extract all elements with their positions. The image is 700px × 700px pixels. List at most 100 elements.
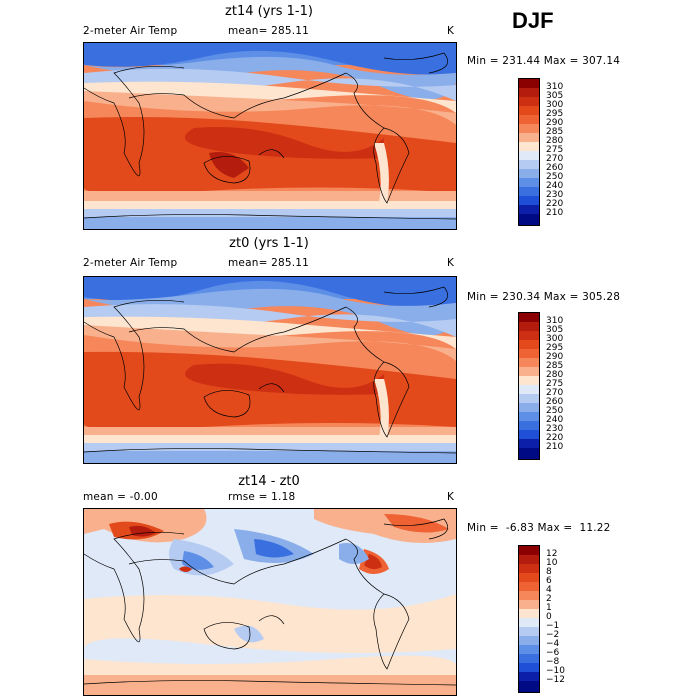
colorbar-tick-label: 270: [546, 388, 564, 398]
colorbar-tick-label: 12: [546, 549, 558, 559]
colorbar-tick-label: 4: [546, 585, 552, 595]
colorbar-tick-label: 285: [546, 361, 564, 371]
panel-2-colorbar-swatch: [519, 331, 539, 341]
panel-1-title: zt14 (yrs 1-1): [225, 4, 313, 19]
panel-1-colorbar-swatch: [519, 106, 539, 116]
panel-3-colorbar-swatch: [519, 555, 539, 565]
colorbar-tick-label: 275: [546, 379, 564, 389]
panel-2-colorbar-swatch: [519, 349, 539, 359]
panel-2-colorbar-swatch: [519, 394, 539, 404]
colorbar-tick-label: 250: [546, 172, 564, 182]
colorbar-tick-label: 290: [546, 118, 564, 128]
panel-2-colorbar-swatch: [519, 448, 539, 459]
panel-3-colorbar-swatch: [519, 636, 539, 646]
panel-1-colorbar-swatch: [519, 142, 539, 152]
panel-2-colorbar-swatch: [519, 403, 539, 413]
colorbar-tick-label: 300: [546, 334, 564, 344]
panel-3-colorbar-swatch: [519, 654, 539, 664]
colorbar-tick-label: 240: [546, 415, 564, 425]
colorbar-tick-label: −6: [546, 648, 560, 658]
colorbar-tick-label: 275: [546, 145, 564, 155]
panel-2-colorbar-swatch: [519, 322, 539, 332]
colorbar-tick-label: 240: [546, 181, 564, 191]
colorbar-tick-label: −2: [546, 630, 560, 640]
colorbar-tick-label: −12: [546, 675, 565, 685]
panel-3-colorbar-swatch: [519, 663, 539, 673]
panel-1-colorbar-swatch: [519, 79, 539, 89]
panel-1-temperature-field: [84, 43, 456, 229]
colorbar-tick-label: 230: [546, 424, 564, 434]
panel-2-mean-label: mean= 285.11: [228, 257, 310, 269]
panel-3-unit: K: [447, 491, 455, 503]
panel-1-map: [83, 42, 457, 230]
panel-3-colorbar-swatch: [519, 627, 539, 637]
panel-1-colorbar-swatch: [519, 169, 539, 179]
colorbar-tick-label: 295: [546, 109, 564, 119]
panel-1-colorbar-swatch: [519, 196, 539, 206]
panel-2-colorbar-swatch: [519, 367, 539, 377]
colorbar-tick-label: 260: [546, 163, 564, 173]
panel-3-colorbar-swatch: [519, 609, 539, 619]
panel-1-variable-label: 2-meter Air Temp: [83, 25, 178, 37]
panel-1-colorbar-swatch: [519, 214, 539, 225]
panel-3-colorbar-swatch: [519, 600, 539, 610]
panel-1-colorbar-swatch: [519, 187, 539, 197]
panel-2-temperature-field: [84, 277, 456, 463]
panel-2-colorbar-swatch: [519, 430, 539, 440]
colorbar-tick-label: 210: [546, 442, 564, 452]
panel-3-colorbar-swatch: [519, 573, 539, 583]
panel-2-colorbar-swatch: [519, 340, 539, 350]
panel-1-colorbar: [518, 78, 540, 226]
colorbar-tick-label: 260: [546, 397, 564, 407]
colorbar-tick-label: 6: [546, 576, 552, 586]
colorbar-tick-label: 10: [546, 558, 558, 568]
colorbar-tick-label: 280: [546, 136, 564, 146]
colorbar-tick-label: 8: [546, 567, 552, 577]
panel-3-colorbar-swatch: [519, 546, 539, 556]
panel-3-title: zt14 - zt0: [238, 474, 300, 489]
panel-3-difference-field: [84, 509, 456, 695]
panel-3-colorbar-swatch: [519, 591, 539, 601]
colorbar-tick-label: 250: [546, 406, 564, 416]
panel-1-colorbar-swatch: [519, 160, 539, 170]
colorbar-tick-label: 300: [546, 100, 564, 110]
colorbar-tick-label: 285: [546, 127, 564, 137]
panel-3-colorbar-swatch: [519, 618, 539, 628]
colorbar-tick-label: 305: [546, 325, 564, 335]
colorbar-tick-label: −1: [546, 621, 560, 631]
panel-1-colorbar-swatch: [519, 115, 539, 125]
panel-1-minmax: Min = 231.44 Max = 307.14: [467, 55, 621, 67]
colorbar-tick-label: 0: [546, 612, 552, 622]
colorbar-tick-label: 210: [546, 208, 564, 218]
panel-2-colorbar-swatch: [519, 439, 539, 449]
panel-1-colorbar-swatch: [519, 88, 539, 98]
panel-3-map: [83, 508, 457, 696]
panel-2-unit: K: [447, 257, 455, 269]
panel-3-minmax: Min = -6.83 Max = 11.22: [467, 522, 611, 534]
panel-3-mean-label: mean = -0.00: [83, 491, 158, 503]
panel-2-variable-label: 2-meter Air Temp: [83, 257, 178, 269]
panel-1-colorbar-swatch: [519, 133, 539, 143]
colorbar-tick-label: 2: [546, 594, 552, 604]
colorbar-tick-label: 220: [546, 433, 564, 443]
panel-2-colorbar-swatch: [519, 385, 539, 395]
colorbar-tick-label: 1: [546, 603, 552, 613]
panel-1-colorbar-swatch: [519, 205, 539, 215]
panel-2-colorbar-swatch: [519, 412, 539, 422]
colorbar-tick-label: 290: [546, 352, 564, 362]
panel-2-colorbar-swatch: [519, 313, 539, 323]
colorbar-tick-label: 280: [546, 370, 564, 380]
panel-1-unit: K: [447, 25, 455, 37]
panel-2-colorbar-labels: 310 305 300 295 290 285 280 275 270 260 …: [546, 312, 586, 458]
panel-3-colorbar: [518, 545, 540, 693]
colorbar-tick-label: −10: [546, 666, 565, 676]
panel-3-colorbar-swatch: [519, 582, 539, 592]
panel-1-colorbar-swatch: [519, 97, 539, 107]
panel-1-colorbar-swatch: [519, 124, 539, 134]
panel-2-colorbar-swatch: [519, 421, 539, 431]
colorbar-tick-label: 310: [546, 316, 564, 326]
colorbar-tick-label: 310: [546, 82, 564, 92]
panel-2-colorbar: [518, 312, 540, 460]
colorbar-tick-label: 270: [546, 154, 564, 164]
panel-2-minmax: Min = 230.34 Max = 305.28: [467, 291, 621, 303]
